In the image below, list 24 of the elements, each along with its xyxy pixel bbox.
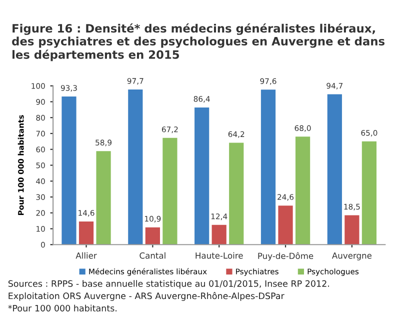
x-tick-label: Cantal (140, 252, 166, 259)
bar (229, 142, 244, 245)
bar (344, 215, 360, 245)
x-tick-label: Puy-de-Dôme (258, 252, 314, 261)
text: Exploitation ORS Auvergne - ARS Auvergne-Rhône-Alpes-DSPar (8, 292, 284, 301)
bar (278, 206, 293, 245)
bar (295, 136, 310, 245)
x-tick-label: Allier (76, 252, 97, 259)
bar (162, 138, 178, 245)
bar (78, 221, 94, 245)
x-tick-label: Haute-Loire (196, 252, 243, 259)
x-tick-label: Auvergne (332, 252, 372, 260)
bar (327, 94, 342, 245)
chart-title: Figure 16 : Densité* des médecins généralistes libéraux, des psychiatres et des psychologues en Auvergne et dans les départements en 2015 (12, 23, 384, 62)
source-note: Sources : RPPS - base annuelle statistique au 01/01/2015, Insee RP 2012. (8, 280, 329, 289)
text: *Pour 100 000 habitants. (8, 304, 116, 312)
bar (260, 90, 276, 245)
bar (145, 227, 160, 245)
bar (212, 224, 226, 245)
bar (96, 151, 111, 245)
bar (62, 96, 76, 245)
bar (362, 141, 377, 245)
bar (128, 90, 143, 245)
bar (194, 107, 210, 245)
